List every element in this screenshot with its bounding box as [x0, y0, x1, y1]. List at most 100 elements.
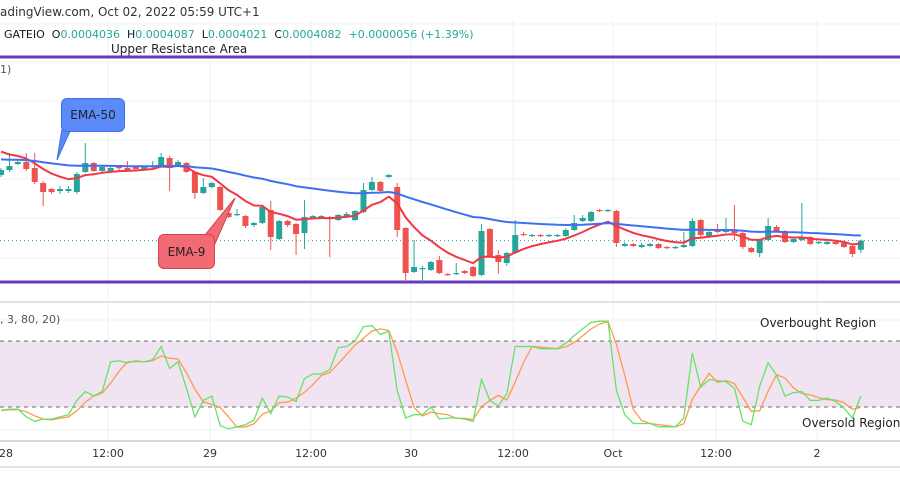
candle-down — [444, 274, 451, 276]
candle-down — [663, 247, 670, 249]
ema50-callout-pointer — [56, 128, 72, 161]
candle-up — [529, 235, 536, 237]
candle-up — [158, 157, 165, 165]
candle-down — [849, 246, 856, 254]
candle-up — [99, 167, 106, 171]
candle-down — [807, 237, 814, 244]
candle-down — [284, 221, 291, 225]
candle-up — [857, 240, 864, 250]
candle-up — [141, 167, 148, 169]
candle-up — [385, 175, 392, 177]
candle-down — [225, 213, 232, 217]
candle-down — [537, 235, 544, 237]
candle-down — [470, 267, 477, 276]
candle-down — [242, 216, 249, 226]
change-value: +0.0000056 (+1.39%) — [348, 28, 474, 41]
candle-up — [790, 239, 797, 242]
candle-up — [360, 190, 367, 212]
candle-down — [486, 229, 493, 256]
candle-up — [453, 273, 460, 275]
high-label: H — [126, 28, 136, 41]
open-label: O — [51, 28, 61, 41]
time-tick-label: 29 — [203, 447, 217, 460]
candle-down — [217, 187, 224, 210]
candle-up — [638, 245, 645, 247]
candle-up — [276, 221, 283, 239]
candle-up — [722, 230, 729, 232]
overbought-label: Overbought Region — [760, 316, 877, 330]
candle-down — [23, 162, 30, 169]
candles — [0, 143, 864, 282]
candle-down — [748, 248, 755, 252]
support-resistance-lines — [0, 55, 900, 284]
symbol-label: GATEIO — [4, 28, 45, 41]
candle-down — [132, 167, 139, 169]
candle-down — [90, 163, 97, 171]
candle-up — [562, 230, 569, 236]
close-value: 0.0004082 — [282, 28, 342, 41]
candle-up — [208, 183, 215, 187]
ema50-callout: EMA-50 — [61, 98, 125, 132]
candle-down — [40, 183, 47, 192]
candle-up — [647, 244, 654, 246]
candle-down — [655, 244, 662, 248]
candle-up — [672, 247, 679, 249]
candle-up — [14, 162, 21, 164]
candle-up — [706, 232, 713, 237]
candle-up — [411, 267, 418, 272]
candle-up — [824, 242, 831, 244]
candle-up — [680, 245, 687, 247]
time-tick-label: 12:00 — [295, 447, 327, 460]
candle-up — [368, 182, 375, 190]
candle-up — [259, 207, 266, 223]
ema-50-line — [0, 158, 861, 237]
candle-up — [756, 240, 763, 253]
candle-down — [436, 260, 443, 273]
candle-down — [48, 189, 55, 192]
candle-up — [571, 223, 578, 230]
candle-up — [554, 235, 561, 237]
stoch-k-line — [0, 320, 862, 430]
candle-down — [596, 210, 603, 212]
candle-down — [461, 271, 468, 273]
ema-9-line — [0, 150, 861, 265]
candle-up — [73, 174, 80, 192]
candle-up — [82, 163, 89, 172]
candle-down — [697, 220, 704, 235]
candle-up — [419, 268, 426, 270]
candle-down — [630, 244, 637, 246]
candle-up — [621, 244, 628, 246]
candle-up — [301, 217, 308, 233]
candle-up — [579, 218, 586, 221]
candle-up — [65, 189, 72, 191]
candle-up — [503, 253, 510, 263]
candle-down — [377, 182, 384, 191]
candle-up — [309, 216, 316, 218]
candle-down — [394, 187, 401, 230]
candle-up — [427, 262, 434, 270]
candle-down — [773, 227, 780, 231]
candle-up — [234, 214, 241, 216]
candle-down — [731, 231, 738, 233]
candle-up — [57, 189, 64, 191]
main-pane-indicator-fragment: 1) — [0, 63, 12, 76]
high-value: 0.0004087 — [135, 28, 195, 41]
candle-up — [765, 226, 772, 240]
ema-lines — [0, 150, 861, 265]
candle-down — [31, 168, 38, 182]
candle-down — [267, 210, 274, 237]
candle-down — [124, 168, 131, 170]
candle-up — [689, 221, 696, 246]
candle-up — [545, 235, 552, 237]
upper-resistance-label: Upper Resistance Area — [111, 42, 248, 56]
candle-up — [175, 162, 182, 165]
candle-down — [841, 243, 847, 247]
source-timestamp: adingView.com, Oct 02, 2022 05:59 UTC+1 — [0, 5, 260, 19]
candle-up — [588, 212, 595, 221]
candle-down — [293, 224, 300, 234]
oversold-label: Oversold Region — [802, 416, 900, 430]
time-tick-label: 30 — [404, 447, 418, 460]
candle-up — [815, 242, 822, 244]
time-tick-label: 12:00 — [497, 447, 529, 460]
